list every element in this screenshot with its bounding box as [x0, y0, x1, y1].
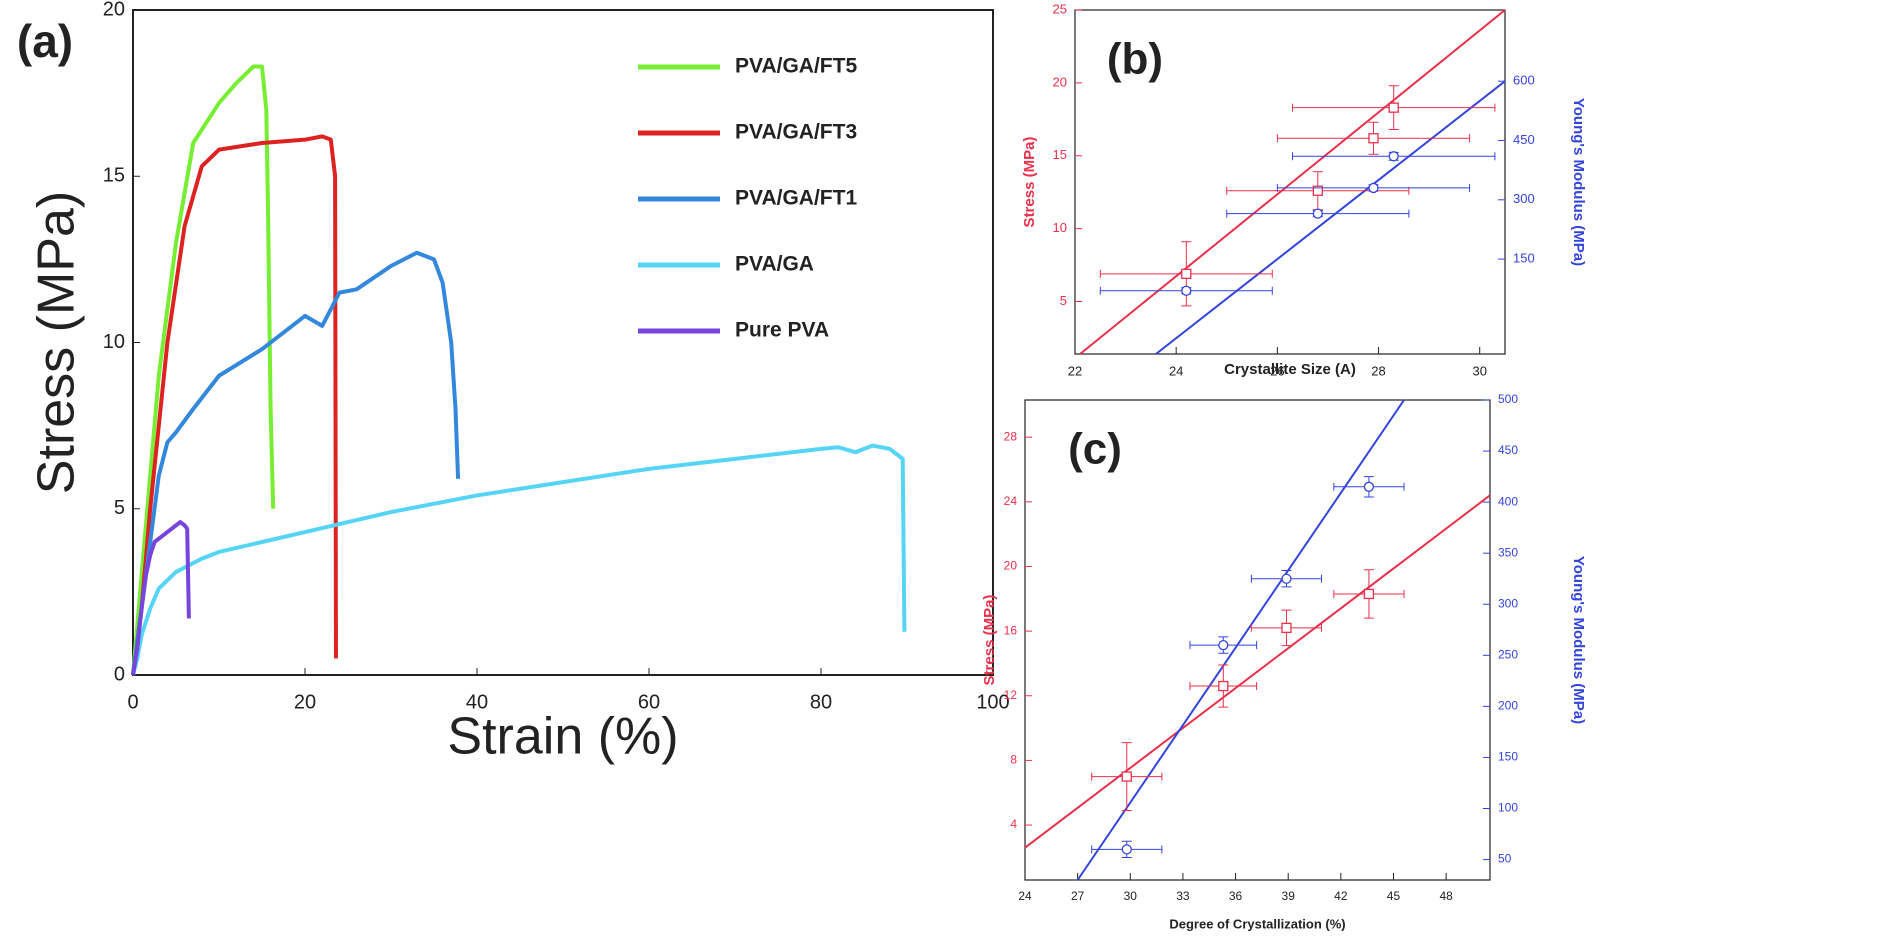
x-tick-label: 30: [1124, 889, 1138, 903]
fit-line: [1155, 80, 1506, 355]
y-tick-label: 15: [1053, 147, 1067, 162]
panel-label: (b): [1107, 35, 1163, 84]
x-tick-label: 39: [1282, 889, 1296, 903]
point: [1368, 133, 1379, 144]
curve: [131, 520, 191, 676]
fit-line: [1079, 9, 1506, 355]
y2-tick-label: 600: [1513, 73, 1535, 88]
y-tick-label: 20: [1004, 559, 1018, 573]
x-tick-label: 28: [1371, 364, 1385, 379]
y-axis-title: Stress (MPa): [981, 595, 998, 686]
legend-label: PVA/GA/FT1: [735, 187, 857, 210]
y-tick-label: 12: [1004, 688, 1018, 702]
x-tick-label: 40: [466, 691, 488, 713]
x-tick-label: 22: [1068, 364, 1082, 379]
x-tick-label: 36: [1229, 889, 1243, 903]
y-tick-label: 25: [1053, 1, 1067, 16]
y-tick-label: 20: [103, 0, 125, 20]
x-tick-label: 60: [638, 691, 660, 713]
y2-tick-label: 250: [1498, 647, 1518, 661]
point: [1281, 573, 1292, 584]
y-axis-title: Stress (MPa): [28, 191, 86, 494]
x-tick-label: 26: [1270, 364, 1284, 379]
point: [1363, 588, 1375, 600]
x-tick-label: 24: [1018, 889, 1032, 903]
x-axis-title: Crystallite Size (A): [1224, 361, 1356, 378]
plot-frame: [132, 9, 994, 676]
point: [1181, 285, 1192, 296]
y-tick-label: 28: [1004, 429, 1018, 443]
y-tick-label: 10: [103, 331, 125, 353]
x-tick-label: 100: [976, 691, 1009, 713]
y2-tick-label: 150: [1498, 750, 1518, 764]
x-axis-title: Degree of Crystallization (%): [1169, 916, 1345, 931]
point: [1121, 844, 1132, 855]
y-tick-label: 15: [103, 165, 125, 187]
x-tick-label: 48: [1439, 889, 1453, 903]
y2-tick-label: 500: [1498, 392, 1518, 406]
point: [1181, 268, 1192, 279]
plot-frame: [1024, 399, 1491, 881]
point: [1121, 771, 1132, 782]
point: [1388, 102, 1399, 113]
y-tick-label: 16: [1004, 623, 1018, 637]
y2-tick-label: 450: [1498, 443, 1518, 457]
y2-tick-label: 300: [1498, 596, 1518, 610]
y-tick-label: 0: [114, 663, 125, 685]
curve: [131, 134, 338, 676]
curve: [131, 250, 461, 676]
y-tick-label: 4: [1010, 817, 1017, 831]
y-tick-label: 24: [1004, 494, 1018, 508]
y2-tick-label: 150: [1513, 251, 1535, 266]
y-tick-label: 20: [1053, 74, 1067, 89]
point: [1281, 622, 1292, 634]
x-tick-label: 30: [1472, 364, 1486, 379]
y2-tick-label: 450: [1513, 132, 1535, 147]
point: [1312, 185, 1323, 196]
curve: [131, 64, 276, 676]
y-axis-title: Stress (MPa): [1021, 137, 1038, 228]
x-tick-label: 42: [1334, 889, 1348, 903]
x-tick-label: 24: [1169, 364, 1183, 379]
x-tick-label: 33: [1176, 889, 1190, 903]
y-tick-label: 5: [1060, 293, 1067, 308]
curve: [131, 443, 907, 676]
x-tick-label: 80: [810, 691, 832, 713]
x-tick-label: 27: [1071, 889, 1085, 903]
y-tick-label: 8: [1010, 753, 1017, 767]
point: [1312, 208, 1323, 219]
legend-label: PVA/GA/FT3: [735, 121, 857, 144]
y2-tick-label: 100: [1498, 801, 1518, 815]
y2-axis-title: Young's Modulus (MPa): [1570, 98, 1587, 266]
y2-tick-label: 400: [1498, 494, 1518, 508]
fit-line: [1076, 399, 1405, 881]
x-tick-label: 0: [127, 691, 138, 713]
x-axis-title: Strain (%): [447, 708, 678, 766]
x-tick-label: 20: [294, 691, 316, 713]
legend-label: PVA/GA: [735, 253, 814, 276]
y2-axis-title: Young's Modulus (MPa): [1570, 556, 1587, 724]
point: [1388, 151, 1399, 162]
y2-tick-label: 350: [1498, 545, 1518, 559]
legend-label: Pure PVA: [735, 319, 829, 342]
y-tick-label: 5: [114, 497, 125, 519]
y2-tick-label: 50: [1498, 852, 1512, 866]
panel-label: (a): [17, 15, 73, 67]
plot-frame: [1074, 9, 1506, 355]
y2-tick-label: 200: [1498, 699, 1518, 713]
legend-label: PVA/GA/FT5: [735, 55, 857, 78]
point: [1218, 680, 1229, 692]
fit-line: [1024, 494, 1491, 849]
panel-label: (c): [1068, 425, 1122, 474]
point: [1363, 481, 1375, 492]
y-tick-label: 10: [1053, 220, 1067, 235]
y2-tick-label: 300: [1513, 191, 1535, 206]
point: [1368, 182, 1379, 194]
point: [1218, 639, 1229, 651]
x-tick-label: 45: [1387, 889, 1401, 903]
